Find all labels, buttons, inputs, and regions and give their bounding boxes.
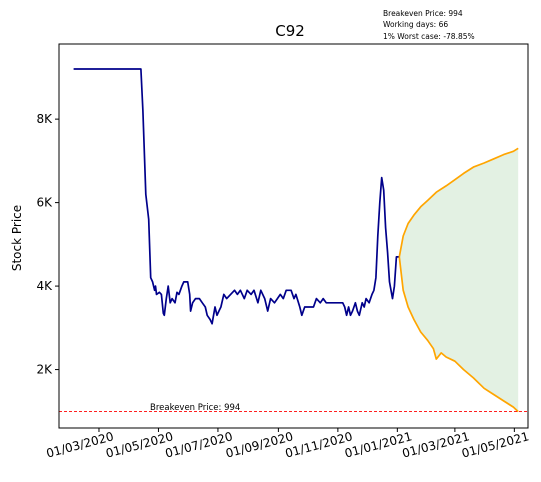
x-tick-label: 01/05/2020 <box>104 429 174 460</box>
text-layer: C92 Stock Price Breakeven Price: 994 Wor… <box>10 9 475 413</box>
info-breakeven-text: Breakeven Price: 994 <box>383 9 463 18</box>
info-working-days-text: Working days: 66 <box>383 20 448 29</box>
lower-forecast-line <box>398 256 519 413</box>
x-tick-label: 01/11/2020 <box>284 429 354 460</box>
x-tick-label: 01/03/2021 <box>401 429 471 460</box>
historical-price-line <box>73 68 400 325</box>
info-worst-case-text: 1% Worst case: -78.85% <box>383 32 475 41</box>
chart-title: C92 <box>275 22 305 40</box>
forecast-band <box>399 148 519 412</box>
x-tick-label: 01/09/2020 <box>224 429 294 460</box>
y-tick-label: 8K <box>36 112 53 126</box>
axes-frame <box>58 43 529 429</box>
y-tick-label: 4K <box>36 279 53 293</box>
y-tick-label: 6K <box>36 196 53 210</box>
y-tick-label: 2K <box>36 363 53 377</box>
x-tick-label: 01/05/2021 <box>460 429 530 460</box>
forecast-band-layer <box>399 148 519 412</box>
x-tick-label: 01/07/2020 <box>164 429 234 460</box>
y-axis-label: Stock Price <box>10 205 24 271</box>
x-tick-label: 01/03/2020 <box>45 429 115 460</box>
series-layer <box>73 68 519 413</box>
upper-forecast-line <box>398 147 519 258</box>
breakeven-label: Breakeven Price: 994 <box>150 403 240 413</box>
